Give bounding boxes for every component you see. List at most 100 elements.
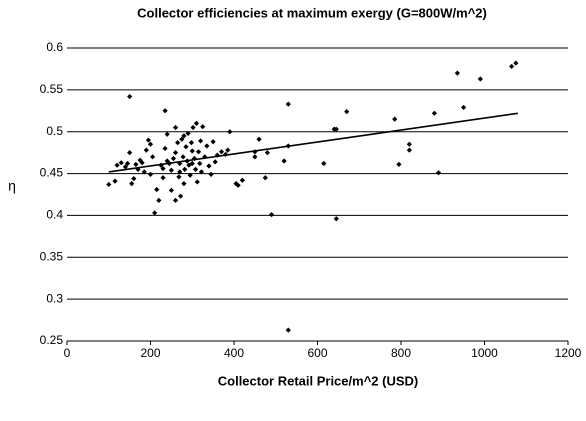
point <box>198 169 205 175</box>
point <box>331 126 337 132</box>
point <box>233 181 239 187</box>
point <box>160 175 166 181</box>
x-tick-label: 1200 <box>555 346 582 360</box>
point <box>139 160 145 166</box>
point <box>114 162 120 168</box>
point <box>143 147 149 153</box>
point <box>285 101 291 107</box>
y-tick-label: 0.45 <box>40 166 64 180</box>
point <box>181 133 187 139</box>
point <box>406 147 412 153</box>
point <box>176 174 182 180</box>
point <box>256 136 262 142</box>
point <box>127 150 133 156</box>
y-tick-label: 0.6 <box>46 40 63 54</box>
point <box>461 104 467 111</box>
point <box>392 116 398 122</box>
point <box>197 160 203 167</box>
point <box>162 145 168 152</box>
point <box>206 163 212 169</box>
point <box>264 150 270 156</box>
point <box>154 186 160 193</box>
point <box>477 76 483 82</box>
point <box>509 63 515 70</box>
point <box>127 93 133 100</box>
point <box>212 159 218 165</box>
point <box>131 175 137 182</box>
x-tick-label: 800 <box>391 346 411 360</box>
point <box>181 181 187 187</box>
point <box>164 131 170 137</box>
x-tick-label: 200 <box>140 346 160 360</box>
point <box>172 150 179 156</box>
point <box>168 187 174 193</box>
trend-line <box>108 112 519 173</box>
point <box>168 167 174 173</box>
point <box>435 170 442 176</box>
point <box>227 129 233 135</box>
point <box>175 139 181 146</box>
point <box>172 124 179 131</box>
chart-title: Collector efficiencies at maximum exergy… <box>137 5 487 20</box>
y-tick-label: 0.3 <box>46 291 63 305</box>
point <box>179 136 185 142</box>
point <box>189 148 195 154</box>
point <box>333 216 339 222</box>
point <box>192 166 199 172</box>
point <box>285 327 291 333</box>
point <box>200 124 206 130</box>
point <box>195 149 202 155</box>
point <box>118 160 124 166</box>
point <box>141 169 147 175</box>
y-tick-label: 0.5 <box>46 124 63 138</box>
x-tick-label: 600 <box>307 346 327 360</box>
point <box>156 197 162 203</box>
point <box>188 139 195 146</box>
point <box>147 141 154 147</box>
point <box>208 171 214 178</box>
point <box>152 210 158 216</box>
x-tick-label: 400 <box>224 346 244 360</box>
point <box>252 154 258 160</box>
point <box>149 154 156 160</box>
point <box>204 143 210 149</box>
point <box>124 160 131 167</box>
point <box>406 141 412 147</box>
x-axis-label: Collector Retail Price/m^2 (USD) <box>218 373 418 388</box>
point <box>268 211 275 218</box>
point <box>198 138 204 144</box>
point <box>122 164 129 170</box>
point <box>145 137 152 143</box>
point <box>112 178 118 184</box>
y-tick-label: 0.55 <box>40 82 64 96</box>
point <box>194 179 200 185</box>
point <box>185 130 191 136</box>
y-tick-label: 0.4 <box>46 208 63 222</box>
point <box>189 160 195 167</box>
y-axis-label: η <box>8 178 16 194</box>
point <box>182 166 188 172</box>
point <box>193 120 200 126</box>
point <box>129 181 135 187</box>
point <box>225 147 231 153</box>
point <box>513 60 519 66</box>
point <box>133 161 139 167</box>
point <box>177 169 183 175</box>
point <box>147 171 154 178</box>
point <box>218 149 225 155</box>
point <box>190 124 196 131</box>
point <box>106 181 112 188</box>
point <box>239 177 245 183</box>
x-tick-label: 1000 <box>471 346 498 360</box>
point <box>160 165 166 172</box>
point <box>454 70 460 76</box>
x-tick-label: 0 <box>64 346 71 360</box>
y-tick-label: 0.25 <box>40 333 64 347</box>
point <box>162 108 168 114</box>
point <box>180 154 186 160</box>
point <box>262 175 268 181</box>
point <box>170 155 177 162</box>
point <box>396 161 402 167</box>
point <box>281 158 287 164</box>
